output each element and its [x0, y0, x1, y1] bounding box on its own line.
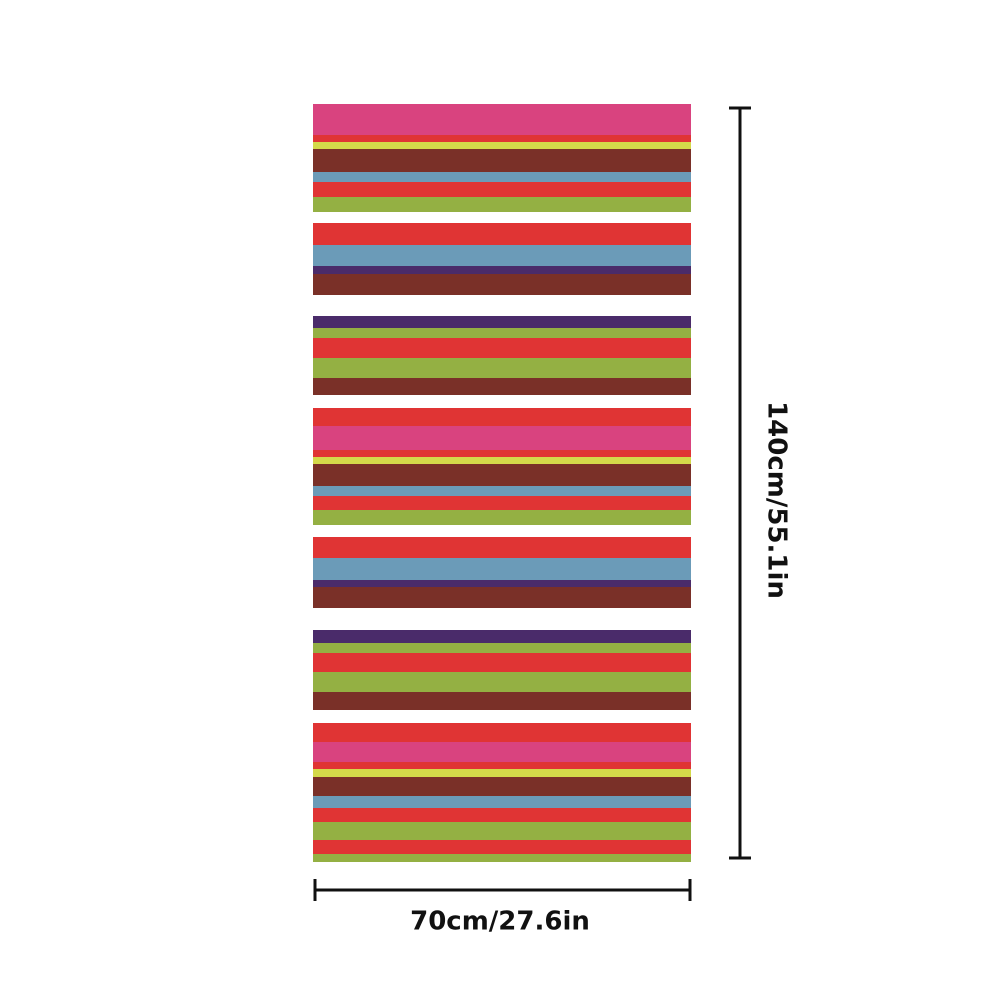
stripe — [313, 172, 691, 182]
stripe — [313, 104, 691, 135]
stripe — [313, 808, 691, 822]
stripe — [313, 358, 691, 378]
stripe — [313, 245, 691, 266]
stripe — [313, 672, 691, 692]
stripe-panel — [313, 104, 691, 862]
stripe — [313, 328, 691, 338]
stripe — [313, 486, 691, 496]
stripe — [313, 580, 691, 587]
stripe — [313, 777, 691, 796]
stripe — [313, 142, 691, 149]
stripe — [313, 692, 691, 710]
stripe — [313, 742, 691, 762]
stripe — [313, 840, 691, 854]
stripe — [313, 149, 691, 172]
stripe — [313, 762, 691, 769]
stripe — [313, 338, 691, 358]
stripe — [313, 723, 691, 742]
width-dimension — [313, 879, 692, 901]
height-label: 140cm/55.1in — [762, 401, 792, 599]
stripe — [313, 464, 691, 486]
width-label: 70cm/27.6in — [410, 907, 590, 937]
stripe — [313, 643, 691, 653]
stripe — [313, 182, 691, 197]
stripe — [313, 822, 691, 840]
stripe — [313, 558, 691, 580]
stripe — [313, 537, 691, 558]
stripe — [313, 378, 691, 395]
stripe — [313, 457, 691, 464]
stripe — [313, 769, 691, 777]
stripe — [313, 854, 691, 862]
height-dimension — [729, 106, 751, 860]
stripe — [313, 450, 691, 457]
stripe — [313, 587, 691, 608]
stripe — [313, 274, 691, 295]
stripe — [313, 197, 691, 212]
stripe — [313, 408, 691, 426]
stripe — [313, 653, 691, 672]
stripe — [313, 510, 691, 525]
stripe — [313, 266, 691, 274]
stripe — [313, 135, 691, 142]
stripe — [313, 316, 691, 328]
stripe — [313, 223, 691, 245]
stripe — [313, 496, 691, 510]
stripe — [313, 630, 691, 643]
stripe — [313, 796, 691, 808]
stripe — [313, 426, 691, 450]
